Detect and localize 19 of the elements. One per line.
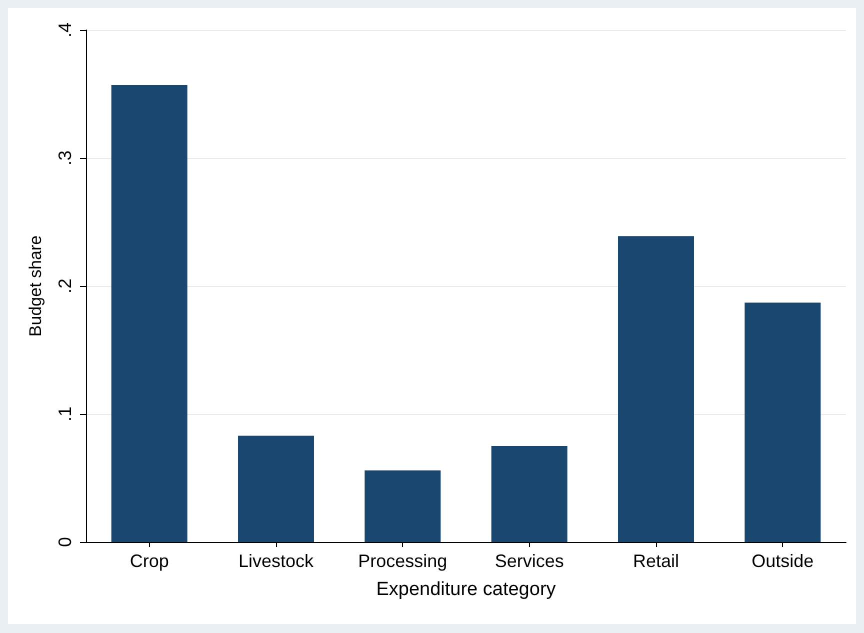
x-axis-title: Expenditure category [376, 579, 556, 600]
x-tick-label: Livestock [238, 551, 315, 571]
y-tick-label: .4 [55, 22, 75, 38]
y-tick-label: .1 [55, 406, 75, 422]
bar [491, 446, 568, 542]
bar [111, 85, 188, 542]
x-tick-label: Crop [130, 551, 169, 571]
bar [238, 436, 314, 542]
bar [618, 236, 694, 542]
bar [744, 302, 821, 542]
x-tick-label: Retail [632, 551, 680, 571]
x-tick-label: Services [494, 551, 564, 571]
bar [364, 470, 441, 542]
x-tick-label: Outside [752, 551, 814, 571]
y-axis-title: Budget share [26, 235, 45, 337]
y-tick-label: .2 [55, 278, 75, 294]
x-tick-label: Processing [358, 551, 448, 571]
y-tick-label: .3 [55, 150, 75, 166]
y-tick-label: 0 [55, 536, 75, 548]
